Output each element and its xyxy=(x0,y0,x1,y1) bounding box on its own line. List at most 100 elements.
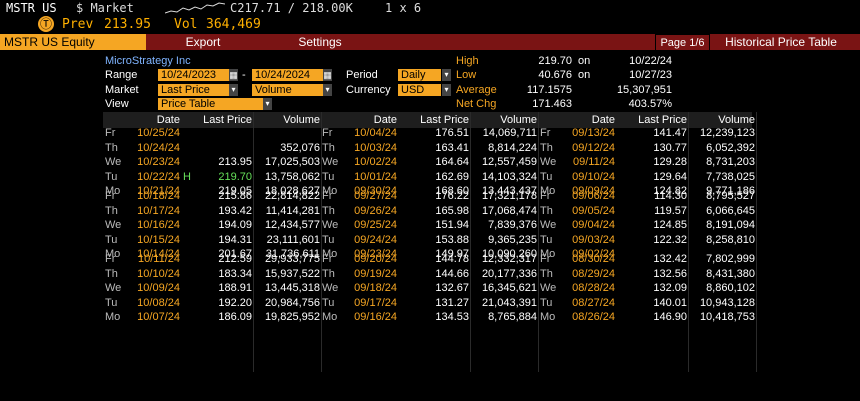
volume-cell: 8,191,094 xyxy=(706,219,755,231)
news-icon[interactable]: Ⓣ xyxy=(38,16,54,32)
low-on: on xyxy=(578,69,591,81)
last-price-cell: 163.41 xyxy=(435,141,469,154)
high-label: High xyxy=(456,55,479,67)
column-header-date[interactable]: Date xyxy=(156,114,180,126)
calendar-icon[interactable]: ▦ xyxy=(229,69,238,81)
last-price-cell: 212.59 xyxy=(218,253,252,265)
date-cell: 09/16/24 xyxy=(354,311,397,323)
last-price-cell: 194.31 xyxy=(218,233,252,246)
volume-cell: 14,069,711 xyxy=(482,127,537,139)
period-select[interactable]: Daily xyxy=(398,69,441,81)
date-cell: 09/06/24 xyxy=(572,190,615,202)
weekday: Mo xyxy=(105,248,121,260)
column-header-last-price[interactable]: Last Price xyxy=(638,114,687,126)
range-label: Range xyxy=(105,69,138,81)
last-price-cell: 213.95 xyxy=(218,156,252,168)
weekday: Mo xyxy=(105,185,121,197)
market-field2-select[interactable]: Volume xyxy=(252,84,323,96)
market-label-param: Market xyxy=(105,84,139,96)
date-cell: 10/02/24 xyxy=(354,156,397,168)
volume-cell: 12,434,577 xyxy=(264,219,320,231)
weekday: Tu xyxy=(322,296,335,309)
last-price-cell: 131.27 xyxy=(435,296,469,309)
page-indicator: Page 1/6 xyxy=(655,34,710,52)
last-price-cell: 124.82 xyxy=(653,185,687,197)
volume-cell: 7,738,025 xyxy=(706,170,755,183)
low-value: 40.676 xyxy=(538,69,572,81)
weekday: We xyxy=(105,282,122,294)
volume-cell: 12,332,317 xyxy=(481,253,537,265)
high-date: 10/22/24 xyxy=(629,55,672,67)
range-start-field[interactable]: 10/24/2023 xyxy=(158,69,229,81)
calendar-icon[interactable]: ▦ xyxy=(323,69,332,81)
settings-button[interactable]: Settings xyxy=(298,35,342,49)
view-label: View xyxy=(105,98,129,110)
dropdown-icon[interactable]: ▾ xyxy=(229,84,238,96)
dropdown-icon[interactable]: ▾ xyxy=(263,98,272,110)
column-header-volume[interactable]: Volume xyxy=(718,114,755,126)
column-header-date[interactable]: Date xyxy=(591,114,615,126)
export-button[interactable]: Export xyxy=(185,35,221,49)
last-price-cell: 176.22 xyxy=(435,190,469,202)
currency-label: Currency xyxy=(346,84,391,96)
volume-cell: 29,933,775 xyxy=(264,253,320,265)
weekday: Fr xyxy=(540,127,551,139)
date-cell: 09/25/24 xyxy=(354,219,397,231)
volume-cell: 13,443,437 xyxy=(481,185,537,197)
net-change-label: Net Chg xyxy=(456,98,497,110)
date-cell: 10/25/24 xyxy=(137,127,180,139)
date-cell: 08/29/24 xyxy=(572,267,615,280)
column-header-last-price[interactable]: Last Price xyxy=(203,114,252,126)
view-select[interactable]: Price Table xyxy=(158,98,263,110)
date-cell: 09/12/24 xyxy=(572,141,615,154)
date-cell: 08/27/24 xyxy=(572,296,615,309)
volume-cell: 10,418,753 xyxy=(699,311,755,323)
prev-label: Prev xyxy=(62,17,94,32)
range-end-field[interactable]: 10/24/2024 xyxy=(252,69,323,81)
column-header-volume[interactable]: Volume xyxy=(283,114,320,126)
low-label: Low xyxy=(456,69,477,81)
date-cell: 10/11/24 xyxy=(137,253,180,265)
currency-select[interactable]: USD xyxy=(398,84,441,96)
weekday: Fr xyxy=(105,127,116,139)
volume-cell: 7,839,376 xyxy=(488,219,537,231)
date-cell: 09/27/24 xyxy=(354,190,397,202)
volume-cell: 13,758,062 xyxy=(264,170,320,183)
last-price-cell: 130.77 xyxy=(653,141,687,154)
dropdown-icon[interactable]: ▾ xyxy=(442,84,451,96)
weekday: Mo xyxy=(105,311,121,323)
column-header-volume[interactable]: Volume xyxy=(500,114,537,126)
last-price-cell: 124.85 xyxy=(653,219,687,231)
period-label: Period xyxy=(346,69,378,81)
date-cell: 10/18/24 xyxy=(137,190,180,202)
volume-cell: 9,771,186 xyxy=(706,185,755,197)
volume-cell: 17,321,178 xyxy=(481,190,537,202)
market-select[interactable]: Last Price xyxy=(158,84,229,96)
dropdown-icon[interactable]: ▾ xyxy=(323,84,332,96)
column-header-date[interactable]: Date xyxy=(373,114,397,126)
last-price-cell: 165.98 xyxy=(435,204,469,217)
security-field[interactable]: MSTR US Equity xyxy=(0,34,146,50)
volume-cell xyxy=(252,127,320,140)
date-cell: 09/02/24 xyxy=(572,248,615,260)
last-price-cell: 140.01 xyxy=(653,296,687,309)
last-price-cell: 176.51 xyxy=(435,127,469,139)
last-price-cell: 141.47 xyxy=(653,127,687,139)
date-cell: 10/14/24 xyxy=(137,248,180,260)
dropdown-icon[interactable]: ▾ xyxy=(442,69,451,81)
date-cell: 09/19/24 xyxy=(354,267,397,280)
weekday: Th xyxy=(540,141,553,154)
weekday: Mo xyxy=(322,185,338,197)
volume-cell: 6,052,392 xyxy=(706,141,755,154)
weekday: Th xyxy=(105,141,118,154)
column-header-last-price[interactable]: Last Price xyxy=(420,114,469,126)
volume-cell: 14,103,324 xyxy=(481,170,537,183)
weekday: Th xyxy=(105,267,118,280)
date-cell: 10/15/24 xyxy=(137,233,180,246)
volume-cell: 23,111,601 xyxy=(266,233,320,246)
date-cell: 09/05/24 xyxy=(572,204,615,217)
last-price-cell: 129.28 xyxy=(653,156,687,168)
last-price-cell: 132.09 xyxy=(653,282,687,294)
date-cell: 09/13/24 xyxy=(572,127,615,139)
volume-cell: 15,937,522 xyxy=(264,267,320,280)
